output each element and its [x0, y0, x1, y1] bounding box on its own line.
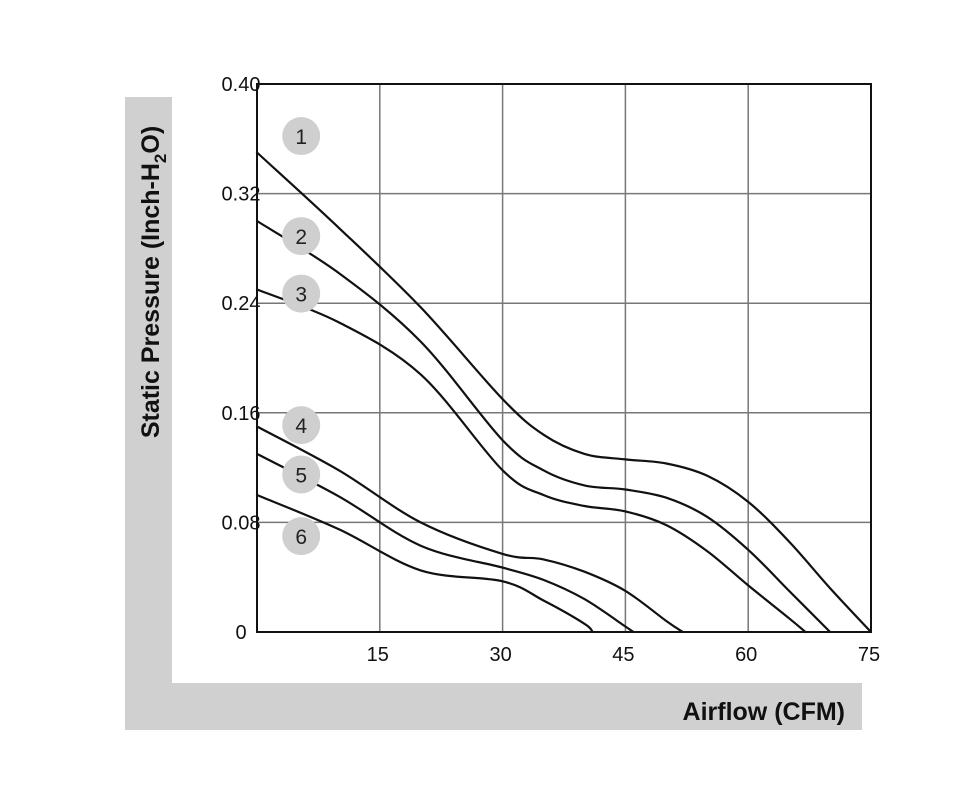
curve-badge-6	[282, 517, 321, 556]
background-band-bottom	[125, 683, 862, 730]
curve-label-3: 3	[295, 284, 307, 307]
curve-1	[255, 151, 873, 634]
curve-badge-2	[282, 217, 321, 256]
curve-5	[255, 452, 635, 634]
curve-3	[255, 288, 807, 634]
curve-6	[255, 493, 594, 634]
curve-label-1: 1	[295, 126, 307, 149]
x-tick-label: 75	[858, 644, 880, 666]
curve-badge-1	[282, 117, 321, 156]
y-tick-label: 0.24	[222, 293, 261, 315]
curve-label-4: 4	[295, 415, 307, 438]
curve-2	[255, 219, 832, 634]
plot-frame	[256, 83, 872, 633]
y-tick-label: 0.40	[222, 74, 261, 96]
x-axis-title: Airflow (CFM)	[683, 698, 845, 726]
x-tick-labels: 15 30 45 60 75	[367, 644, 880, 666]
y-tick-label: 0.32	[222, 184, 261, 206]
y-tick-label: 0	[235, 622, 246, 644]
curves	[255, 151, 873, 634]
y-axis-title: Static Pressure (Inch-H2O)	[137, 126, 170, 438]
curve-labels: 1 2 3 4 5 6	[282, 117, 321, 556]
y-tick-labels: 0 0.08 0.16 0.24 0.32 0.40	[222, 74, 261, 644]
background-band-left	[125, 97, 172, 730]
x-tick-label: 60	[735, 644, 757, 666]
y-tick-label: 0.08	[222, 512, 261, 534]
curve-badge-5	[282, 455, 321, 494]
curve-label-6: 6	[295, 526, 307, 549]
x-tick-label: 45	[612, 644, 634, 666]
curve-label-2: 2	[295, 226, 307, 249]
plot-background	[172, 60, 902, 683]
curve-label-5: 5	[295, 464, 307, 487]
y-tick-label: 0.16	[222, 403, 261, 425]
curve-4	[255, 425, 684, 634]
x-tick-label: 30	[489, 644, 511, 666]
x-tick-label: 15	[367, 644, 389, 666]
curve-badge-3	[282, 274, 321, 313]
grid-lines	[257, 84, 871, 632]
curve-badge-4	[282, 406, 321, 445]
